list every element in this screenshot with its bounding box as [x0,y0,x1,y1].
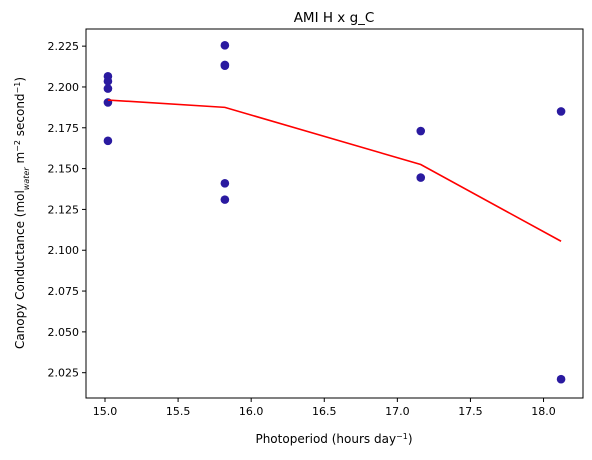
y-tick-label: 2.175 [48,122,80,135]
y-tick-label: 2.225 [48,40,80,53]
plot-frame [85,28,584,399]
y-tick-label: 2.200 [48,81,80,94]
data-point [103,84,113,93]
data-point [556,107,566,116]
data-point [220,61,230,71]
y-tick-label: 2.150 [48,163,80,176]
x-tick-label: 16.5 [312,405,337,418]
data-point [220,195,230,204]
x-axis: 15.0 15.5 16.0 16.5 17.0 17.5 18.0 [93,398,556,418]
data-point [220,178,230,188]
y-tick-label: 2.100 [48,244,80,257]
y-axis: 2.025 2.050 2.075 2.100 2.125 2.150 2.175 2.200… [48,40,86,380]
data-point [103,76,113,86]
data-point [220,41,230,50]
series-line [107,99,562,242]
data-point [416,173,426,182]
y-tick-label: 2.125 [48,203,80,216]
x-tick-label: 15.5 [166,405,191,418]
x-tick-label: 17.0 [385,405,410,418]
x-tick-label: 16.0 [239,405,264,418]
data-point [416,126,426,136]
data-point [103,136,113,146]
x-tick-label: 17.5 [458,405,483,418]
x-tick-label: 18.0 [531,405,556,418]
x-tick-label: 15.0 [93,405,118,418]
y-tick-label: 2.025 [48,367,80,380]
plot-content [103,41,566,384]
chart-title: AMI H x g_C [294,10,375,26]
x-axis-label: Photoperiod (hours day−1) [255,432,412,447]
y-tick-label: 2.050 [48,326,80,339]
data-point [556,374,566,384]
y-axis-label: Canopy Conductance (molwater m−2 second−… [13,77,31,349]
y-tick-label: 2.075 [48,285,80,298]
